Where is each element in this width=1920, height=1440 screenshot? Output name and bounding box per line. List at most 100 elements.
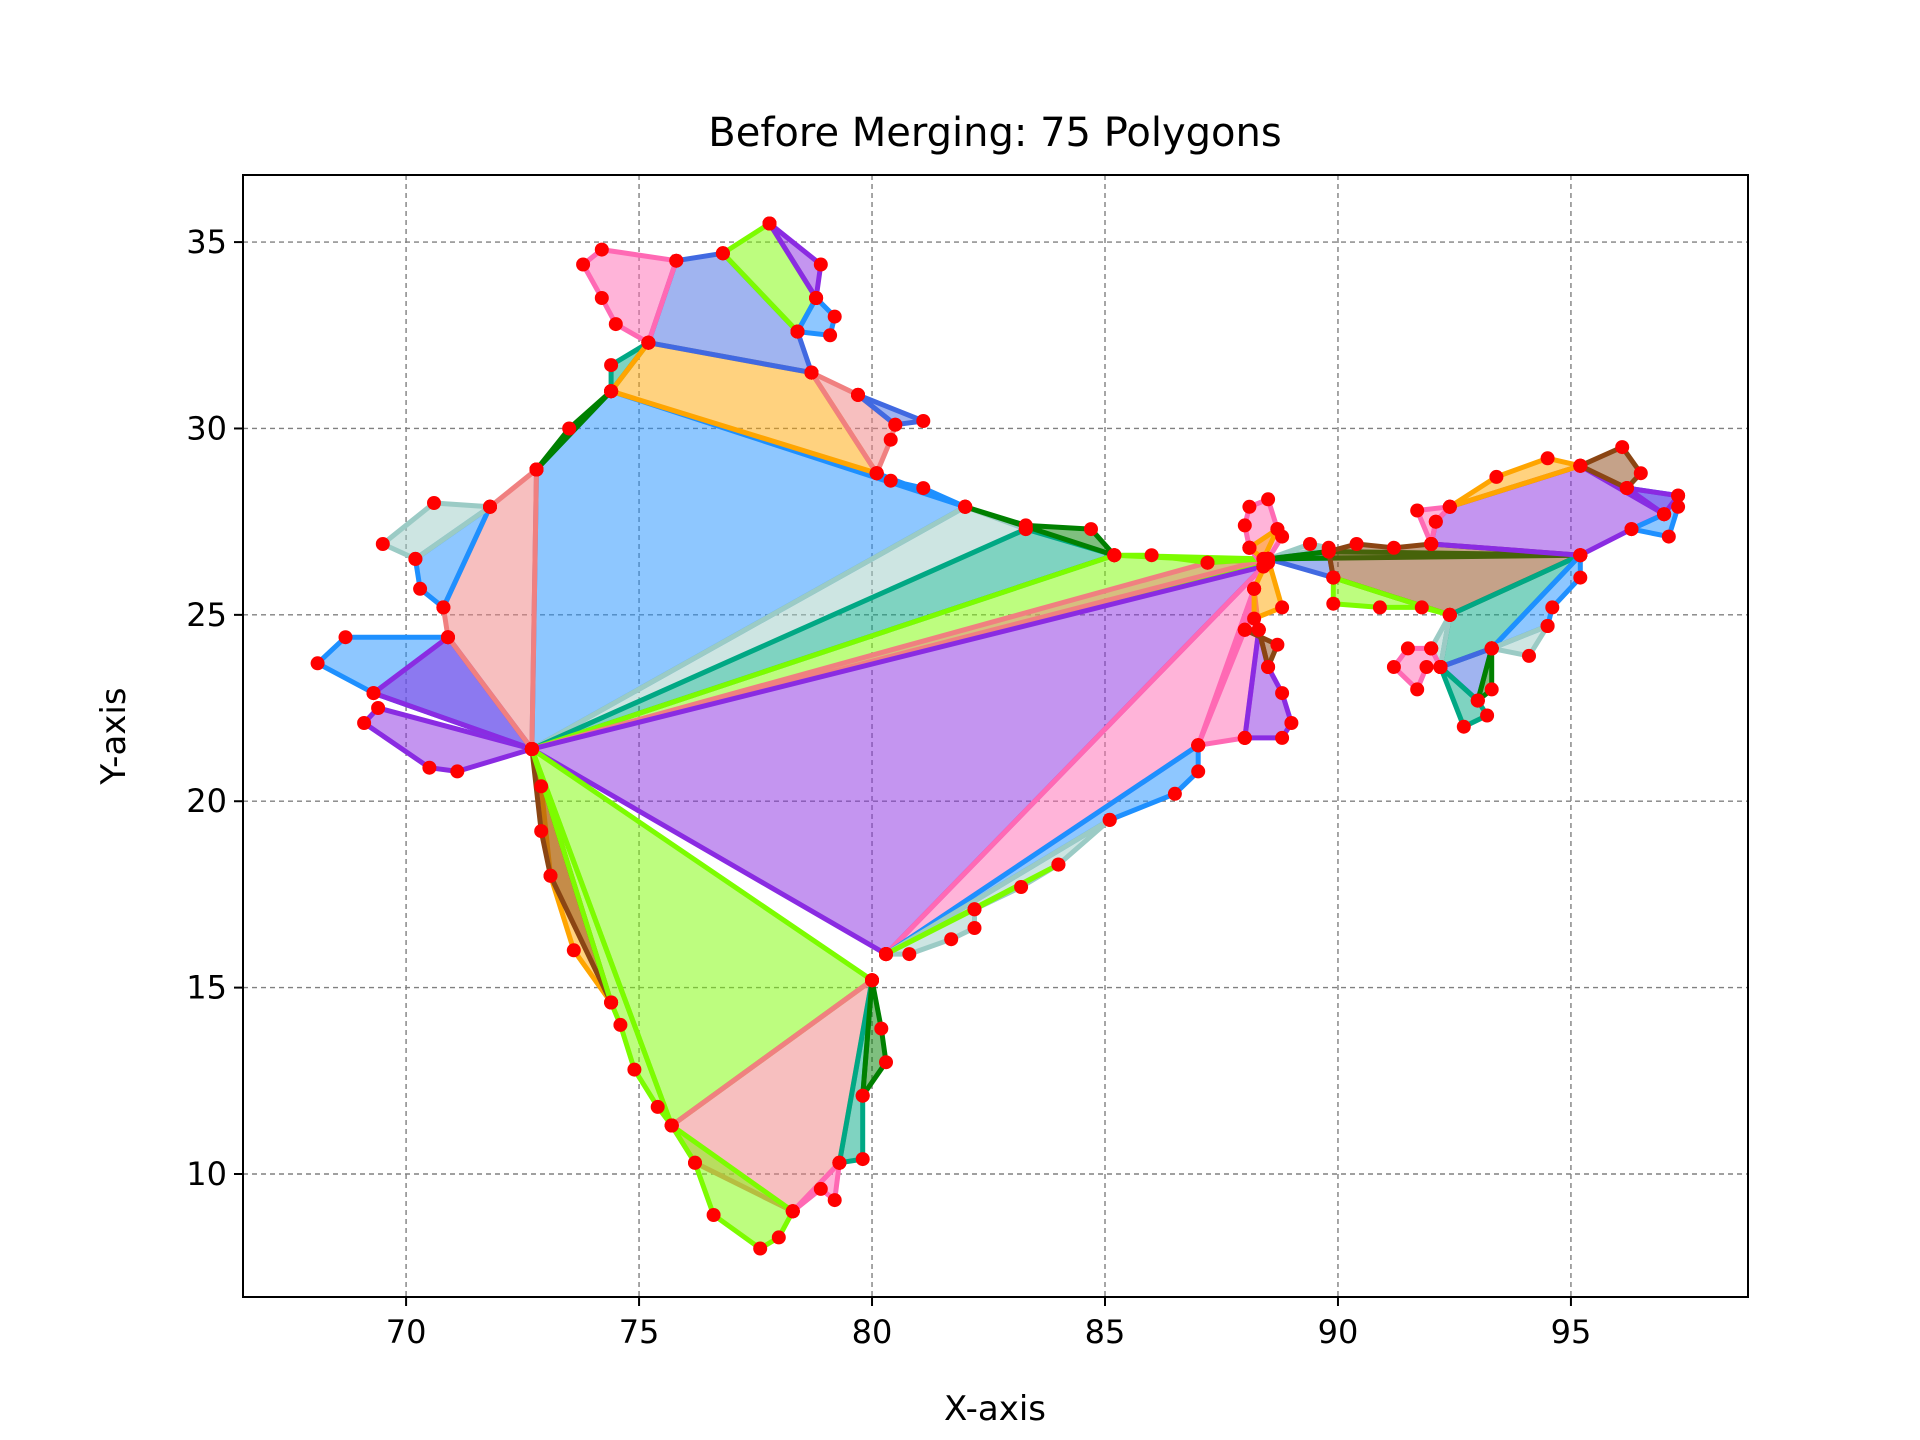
vertex-point — [594, 242, 609, 257]
vertex-point — [1167, 786, 1182, 801]
polygon-shape — [855, 392, 926, 428]
vertex-point — [753, 1241, 768, 1256]
vertex-point — [762, 216, 777, 231]
chart-title: Before Merging: 75 Polygons — [708, 110, 1281, 156]
vertex-point — [1442, 607, 1457, 622]
vertex-point — [450, 764, 465, 779]
vertex-point — [1615, 440, 1630, 455]
vertex-point — [967, 902, 982, 917]
vertex-point — [1247, 611, 1262, 626]
vertex-point — [534, 824, 549, 839]
polygon-shape — [1489, 623, 1551, 659]
vertex-point — [813, 1181, 828, 1196]
vertex-point — [1522, 648, 1536, 663]
vertex-point — [641, 335, 656, 350]
vertex-point — [1424, 641, 1439, 656]
vertex-point — [608, 317, 623, 332]
vertex-point — [1624, 522, 1639, 537]
vertex-point — [883, 432, 898, 447]
vertex-point — [1400, 641, 1415, 656]
vertex-point — [310, 656, 325, 671]
y-tick-label: 35 — [186, 223, 227, 261]
y-tick-label: 15 — [186, 969, 227, 1007]
vertex-point — [1303, 537, 1317, 551]
vertex-point — [1275, 730, 1290, 745]
vertex-point — [604, 358, 619, 373]
vertex-point — [1671, 499, 1686, 514]
vertex-point — [855, 1152, 870, 1167]
vertex-point — [1573, 548, 1588, 563]
vertex-point — [1414, 600, 1429, 615]
y-axis-label: Y-axis — [94, 687, 134, 785]
vertex-point — [916, 481, 931, 496]
vertex-point — [566, 943, 581, 958]
x-tick-label: 95 — [1551, 1313, 1592, 1351]
plot-frame — [242, 174, 1749, 1298]
x-tick-label: 85 — [1085, 1313, 1126, 1351]
vertex-point — [436, 600, 451, 615]
vertex-point — [562, 421, 577, 436]
vertex-point — [1275, 600, 1290, 615]
polygon-shape — [361, 705, 535, 774]
vertex-point — [1657, 507, 1672, 522]
vertex-point — [604, 995, 619, 1010]
vertex-point — [888, 417, 903, 432]
vertex-point — [338, 630, 353, 645]
vertex-point — [944, 932, 959, 947]
vertex-point — [422, 760, 437, 775]
vertex-point — [1540, 619, 1555, 633]
vertex-point — [1484, 682, 1499, 697]
vertex-point — [1270, 637, 1285, 652]
y-tick-label: 10 — [186, 1155, 227, 1193]
vertex-point — [1410, 682, 1425, 697]
vertex-point — [1144, 548, 1159, 563]
vertex-point — [1470, 693, 1485, 708]
vertex-point — [1573, 570, 1588, 585]
vertex-point — [413, 581, 428, 596]
x-axis-label: X-axis — [944, 1389, 1046, 1429]
vertex-point — [883, 473, 898, 488]
vertex-point — [1428, 514, 1443, 529]
vertex-point — [1480, 708, 1495, 723]
vertex-point — [706, 1208, 721, 1222]
vertex-point — [1018, 518, 1033, 533]
y-tick-label: 25 — [186, 596, 227, 634]
vertex-point — [1661, 529, 1676, 544]
vertex-point — [1484, 641, 1499, 656]
vertex-point — [1261, 551, 1276, 566]
vertex-point — [408, 551, 423, 566]
vertex-point — [1424, 537, 1439, 551]
x-tick-label: 80 — [852, 1313, 893, 1351]
x-tick-label: 75 — [619, 1313, 660, 1351]
vertex-point — [594, 291, 609, 305]
vertex-point — [1107, 548, 1122, 563]
vertex-point — [1084, 522, 1098, 537]
vertex-point — [879, 947, 893, 962]
vertex-point — [357, 716, 372, 730]
vertex-point — [1633, 466, 1648, 481]
vertex-point — [1102, 812, 1117, 827]
vertex-point — [1489, 469, 1504, 484]
vertex-point — [524, 742, 539, 756]
vertex-point — [1261, 660, 1276, 674]
vertex-point — [1237, 730, 1252, 745]
x-tick-label: 70 — [386, 1313, 427, 1351]
vertex-point — [874, 1021, 889, 1036]
vertex-point — [1545, 600, 1560, 615]
vertex-point — [1573, 458, 1588, 473]
vertex-point — [1270, 522, 1285, 537]
vertex-point — [375, 537, 390, 551]
vertex-point — [809, 291, 824, 305]
y-tick-label: 20 — [186, 782, 227, 820]
vertex-point — [832, 1155, 847, 1170]
vertex-point — [902, 947, 917, 962]
vertex-point — [1284, 716, 1299, 730]
vertex-point — [1671, 488, 1686, 503]
vertex-point — [958, 499, 973, 514]
vertex-point — [855, 1088, 870, 1103]
vertex-point — [1261, 492, 1276, 507]
vertex-point — [576, 257, 591, 272]
vertex-point — [1242, 499, 1257, 514]
vertex-point — [827, 309, 842, 324]
polygon-shape — [767, 221, 824, 301]
